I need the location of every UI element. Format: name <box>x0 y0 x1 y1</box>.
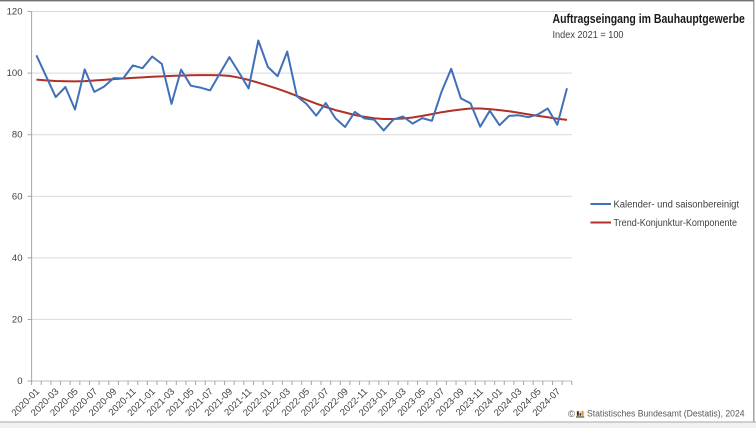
svg-text:20: 20 <box>12 314 23 325</box>
svg-text:80: 80 <box>12 130 23 141</box>
svg-text:©: © <box>568 409 575 420</box>
svg-text:60: 60 <box>12 191 23 202</box>
svg-text:0: 0 <box>17 376 22 387</box>
svg-text:40: 40 <box>12 253 23 264</box>
svg-text:Auftragseingang im Bauhauptgew: Auftragseingang im Bauhauptgewerbe <box>553 13 746 26</box>
svg-text:120: 120 <box>7 7 23 18</box>
svg-text:Statistisches Bundesamt (Desta: Statistisches Bundesamt (Destatis), 2024 <box>587 408 745 418</box>
svg-text:100: 100 <box>7 68 23 79</box>
svg-text:Trend-Konjunktur-Komponente: Trend-Konjunktur-Komponente <box>614 218 737 230</box>
svg-text:Index 2021 = 100: Index 2021 = 100 <box>553 30 624 41</box>
svg-text:Kalender- und saisonbereinigt: Kalender- und saisonbereinigt <box>614 199 740 210</box>
